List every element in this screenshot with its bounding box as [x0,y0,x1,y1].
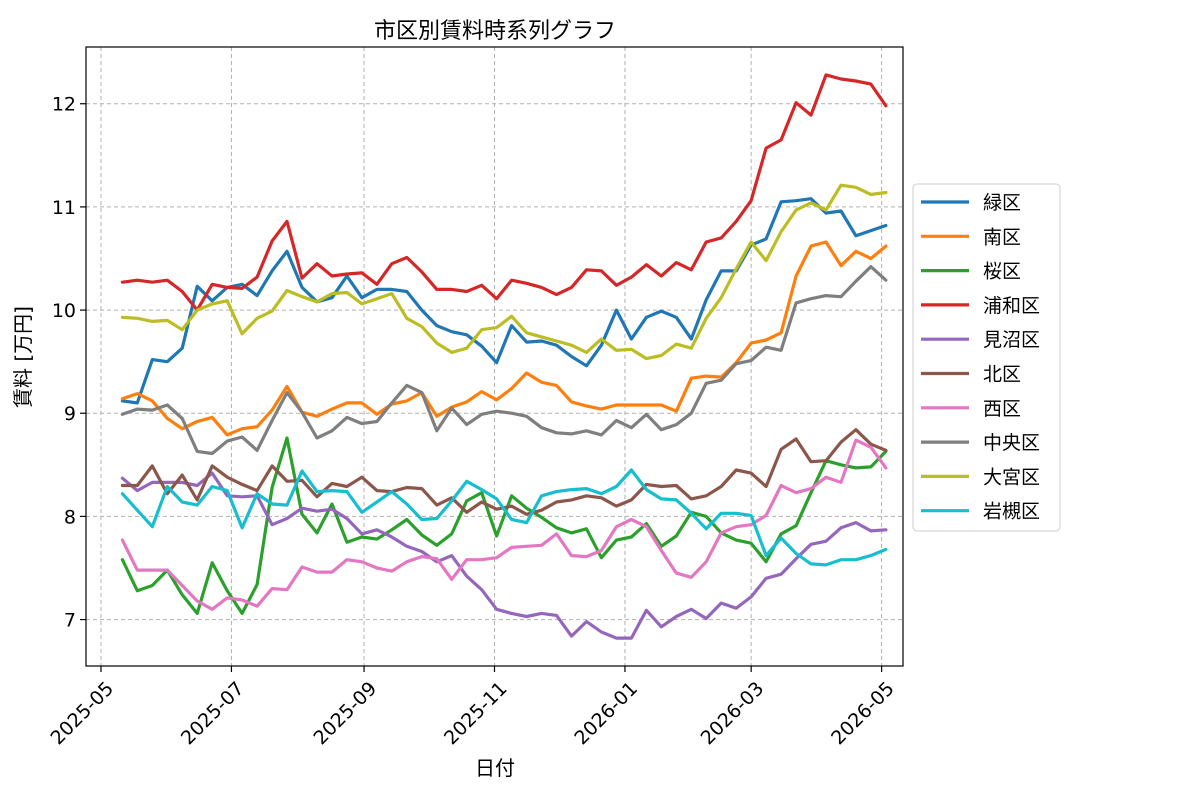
series-line-5 [120,471,888,640]
y-tick-label: 8 [64,506,76,528]
series-line-1 [120,197,888,405]
y-tick-label: 12 [52,94,76,116]
legend-label: 西区 [983,398,1021,420]
series-layer [120,73,888,640]
x-tick-label: 2025-09 [309,678,381,750]
legend-label: 桜区 [983,261,1021,283]
x-tick-label: 2025-07 [177,678,249,750]
x-axis-label: 日付 [475,756,515,780]
x-tick-label: 2026-01 [570,678,642,750]
y-tick-label: 10 [52,300,76,322]
x-tick-label: 2025-11 [440,678,512,750]
series-line-7 [120,438,888,611]
legend-label: 緑区 [983,192,1021,214]
series-line-4 [120,73,888,312]
series-line-9 [120,183,888,361]
series-line-8 [120,265,888,456]
x-tick-label: 2026-03 [697,678,769,750]
legend-label: 見沼区 [983,329,1040,351]
x-tick-label: 2026-05 [827,678,899,750]
grid [86,47,903,666]
y-axis-label: 賃料 [万円] [11,306,35,408]
legend-label: 北区 [983,364,1021,386]
y-tick-label: 9 [64,403,76,425]
legend-label: 南区 [983,226,1021,248]
legend-label: 大宮区 [983,466,1040,488]
legend-label: 中央区 [983,432,1040,454]
chart-title: 市区別賃料時系列グラフ [374,19,616,44]
series-line-3 [120,436,888,616]
series-line-10 [120,468,888,567]
series-line-2 [120,240,888,437]
x-tick-label: 2025-05 [46,678,118,750]
y-tick-label: 7 [64,610,76,632]
y-tick-label: 11 [52,197,76,219]
legend-label: 岩槻区 [983,501,1040,523]
legend-label: 浦和区 [983,295,1040,317]
